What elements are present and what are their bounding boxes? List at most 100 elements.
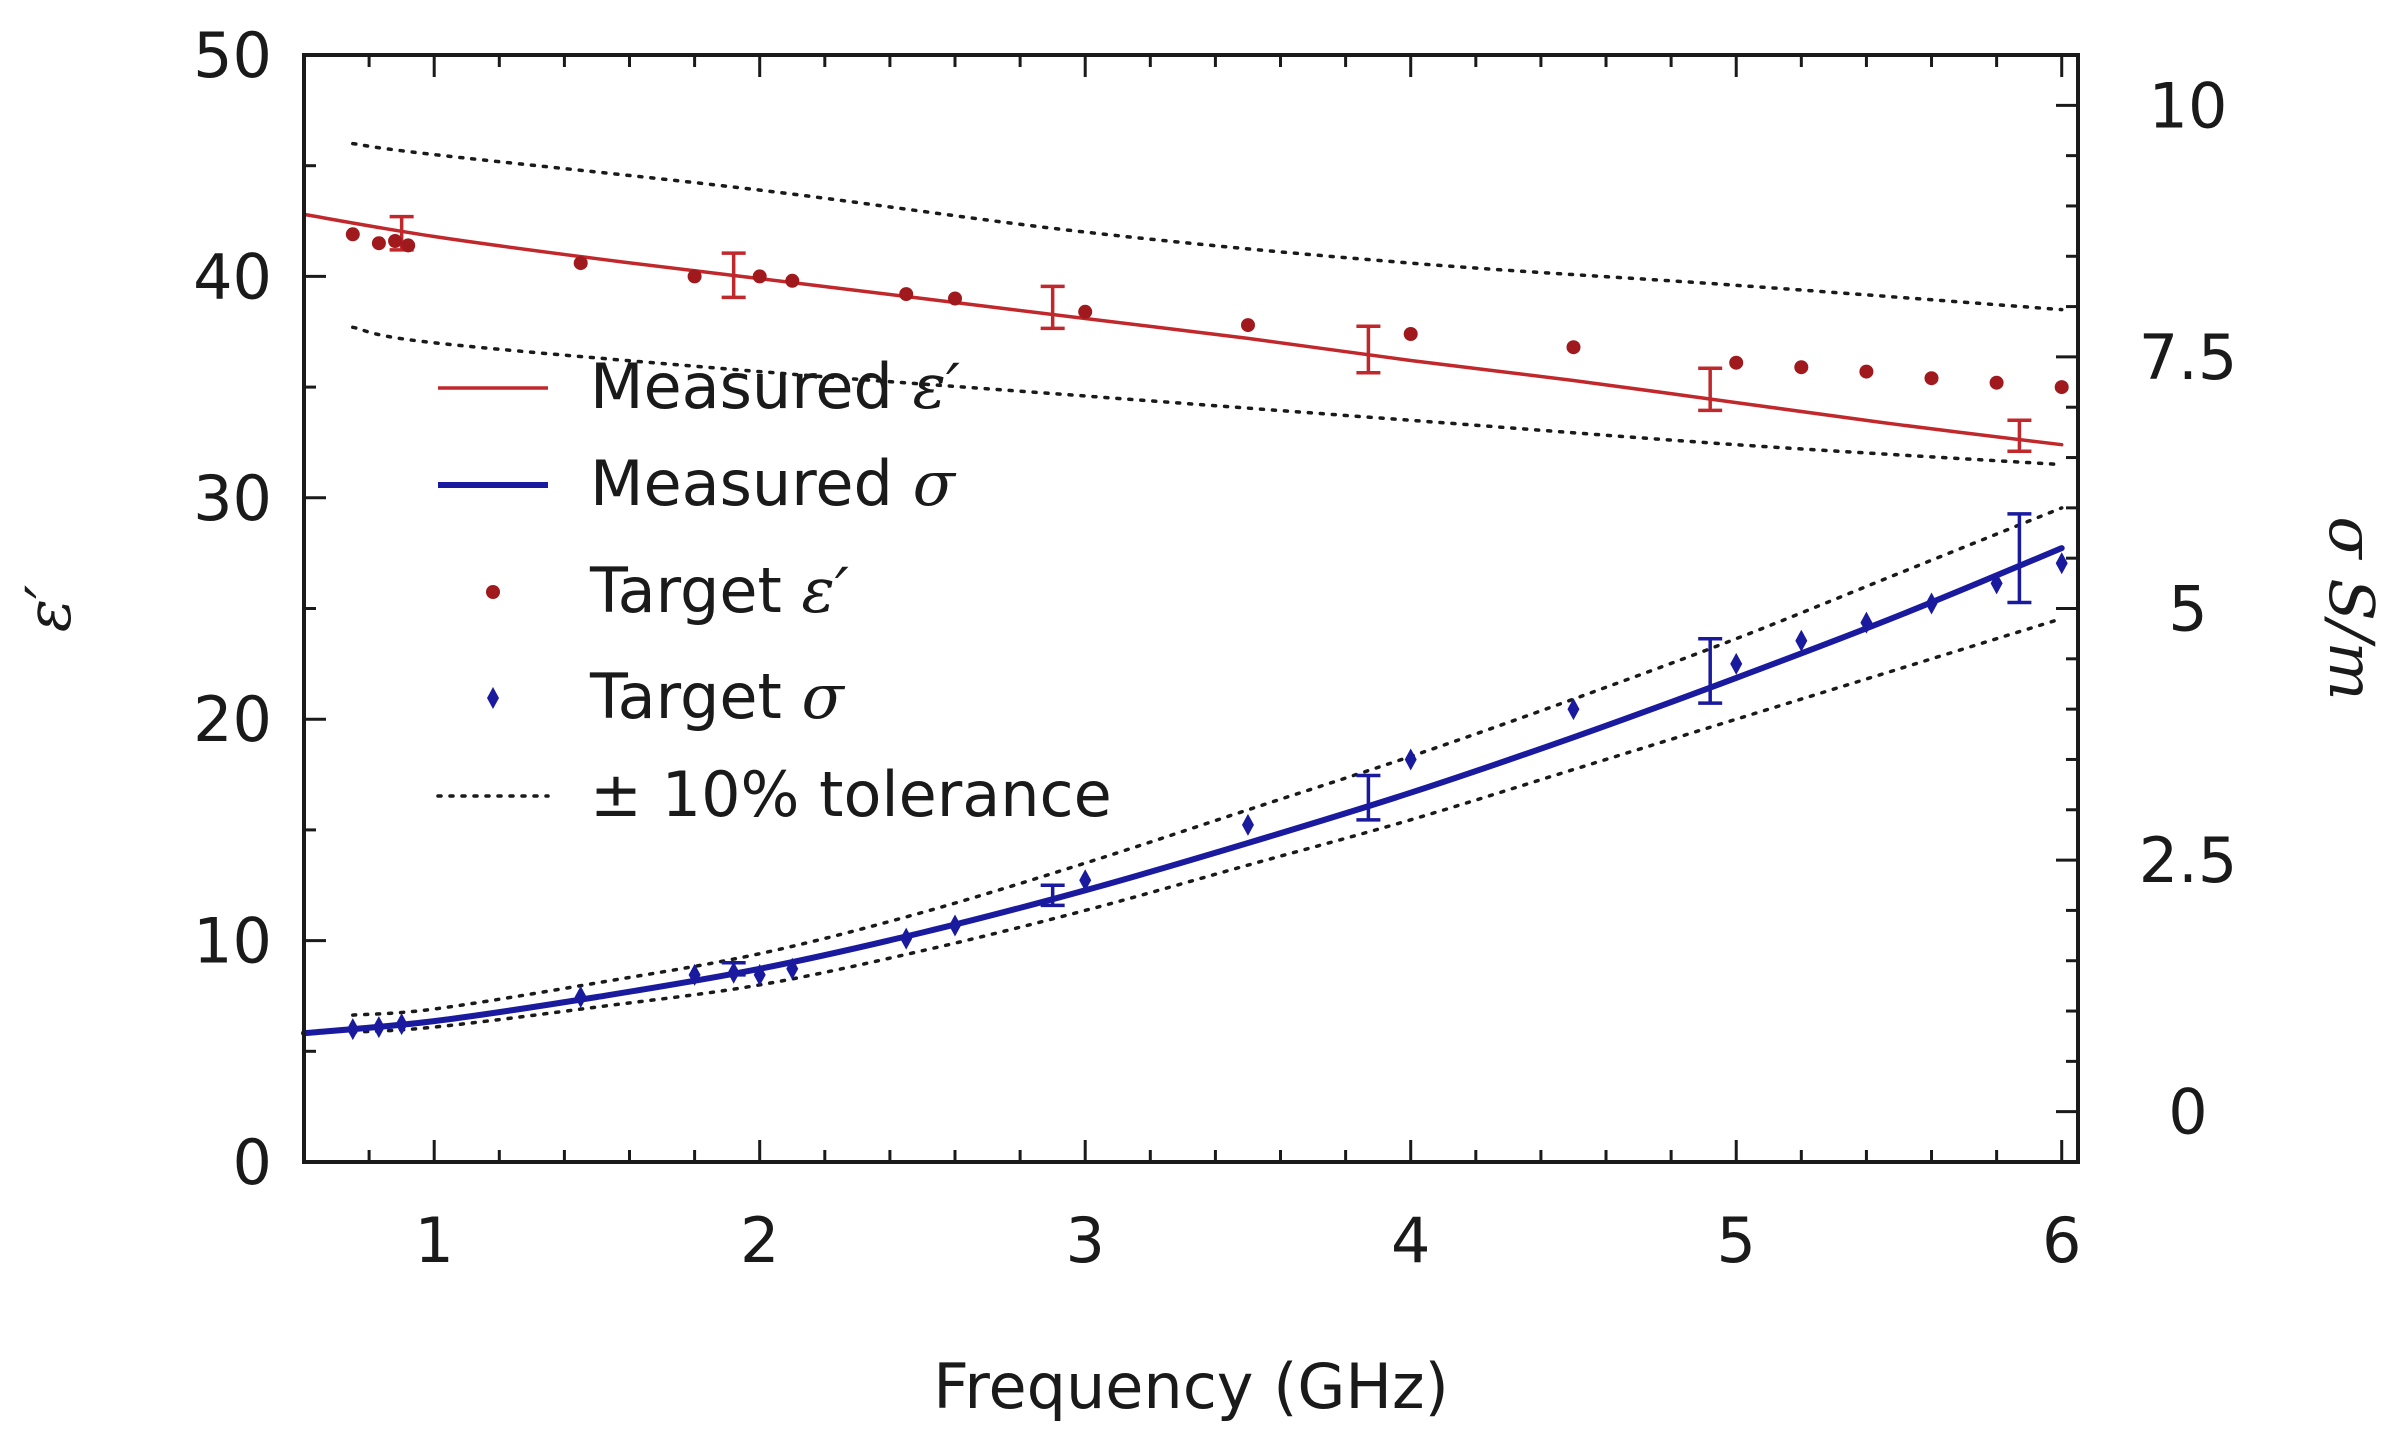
y2-tick-label: 2.5 bbox=[2139, 824, 2238, 897]
x-tick-label: 5 bbox=[1716, 1204, 1755, 1277]
target-sigma-point bbox=[753, 963, 766, 986]
y-axis-title: ε′ bbox=[12, 585, 85, 632]
target-sigma-point bbox=[1567, 698, 1580, 721]
legend-label: Measured σ bbox=[590, 447, 957, 520]
x-axis-title: Frequency (GHz) bbox=[933, 1350, 1449, 1423]
y-tick-label: 10 bbox=[193, 905, 272, 978]
target-epsilon-point bbox=[371, 236, 386, 251]
legend-diamond-swatch bbox=[487, 687, 499, 709]
target-sigma-point bbox=[1079, 869, 1092, 892]
target-epsilon-point bbox=[388, 234, 403, 248]
legend-item: Measured σ bbox=[438, 447, 957, 520]
epsilon-upper-line bbox=[351, 141, 2064, 312]
target-sigma-point bbox=[949, 914, 962, 937]
legend-label-symbol: ε′ bbox=[802, 554, 849, 627]
epsilon-lower-line bbox=[351, 325, 2064, 467]
sigma-upper-line bbox=[351, 506, 2064, 1017]
target-sigma-point bbox=[1990, 572, 2003, 595]
legend-label-symbol: σ bbox=[913, 447, 957, 520]
series-lines bbox=[301, 212, 2065, 1037]
target-markers bbox=[345, 227, 2069, 1041]
target-sigma-point bbox=[900, 927, 913, 950]
target-epsilon-point bbox=[1241, 318, 1255, 333]
measured-sigma-line bbox=[301, 545, 2065, 1037]
legend-item: Measured ε′ bbox=[438, 350, 960, 423]
measured-epsilon-error-bar bbox=[1356, 324, 1381, 375]
target-sigma-point bbox=[1795, 629, 1808, 652]
legend-item: ± 10% tolerance bbox=[436, 758, 1112, 831]
legend-label-text: Measured bbox=[590, 447, 913, 520]
y-tick-label: 40 bbox=[193, 240, 272, 313]
legend-label: Target σ bbox=[589, 660, 846, 733]
tick-labels: 1 2 3 4 5 6 0 10 20 30 40 50 0 2.5 5 7.5 10 bbox=[193, 19, 2237, 1277]
target-epsilon-point bbox=[1403, 327, 1418, 341]
target-sigma-point bbox=[346, 1018, 359, 1041]
legend-label-text: ± 10% tolerance bbox=[590, 758, 1112, 831]
target-epsilon-point bbox=[948, 291, 962, 306]
sigma-lower-line bbox=[351, 616, 2064, 1034]
target-epsilon-point bbox=[1859, 364, 1874, 379]
target-epsilon-point bbox=[401, 238, 416, 253]
target-sigma-point bbox=[786, 957, 799, 980]
measured-sigma-error-bar bbox=[1356, 773, 1381, 822]
target-epsilon-point bbox=[1078, 304, 1093, 319]
measured-sigma-error-bar bbox=[1040, 883, 1065, 908]
y-tick-label: 0 bbox=[233, 1126, 272, 1199]
legend-label-symbol: ε′ bbox=[913, 350, 960, 423]
target-epsilon-point bbox=[1924, 371, 1939, 386]
measured-epsilon-error-bar bbox=[2007, 418, 2032, 454]
y2-tick-label: 5 bbox=[2168, 573, 2207, 646]
target-epsilon-point bbox=[1794, 360, 1809, 375]
x-tick-label: 4 bbox=[1391, 1204, 1430, 1277]
target-epsilon-point bbox=[785, 273, 800, 288]
target-epsilon-point bbox=[1729, 355, 1744, 370]
legend-item: Target σ bbox=[487, 660, 846, 733]
tolerance-lines bbox=[351, 141, 2064, 1034]
measured-epsilon-line bbox=[302, 212, 2064, 447]
y-tick-label: 30 bbox=[193, 462, 272, 535]
y2-axis-title: σ S/m bbox=[2315, 516, 2388, 700]
measured-sigma-error-bar bbox=[2007, 512, 2032, 605]
legend-label-text: Measured bbox=[590, 350, 913, 423]
target-epsilon-point bbox=[899, 287, 914, 302]
error-bars bbox=[389, 214, 2032, 977]
target-sigma-point bbox=[1730, 652, 1743, 675]
y2-tick-label: 7.5 bbox=[2139, 321, 2238, 394]
target-sigma-point bbox=[727, 961, 740, 984]
measured-sigma-error-bar bbox=[1698, 636, 1723, 705]
target-sigma-point bbox=[1925, 592, 1938, 615]
target-epsilon-point bbox=[752, 269, 767, 284]
target-epsilon-point bbox=[573, 256, 588, 271]
x-tick-label: 6 bbox=[2042, 1204, 2081, 1277]
target-sigma-point bbox=[688, 963, 701, 986]
legend-label: Measured ε′ bbox=[590, 350, 960, 423]
target-sigma-point bbox=[2055, 552, 2068, 575]
plot-frame bbox=[302, 53, 2080, 1164]
legend-label: ± 10% tolerance bbox=[590, 758, 1112, 831]
x-tick-label: 2 bbox=[740, 1204, 779, 1277]
measured-epsilon-error-bar bbox=[1698, 366, 1723, 413]
measured-epsilon-error-bar bbox=[721, 251, 746, 300]
legend-label-symbol: σ bbox=[802, 660, 846, 733]
legend-label: Target ε′ bbox=[589, 554, 849, 627]
legend-label-text: Target bbox=[589, 554, 802, 627]
target-epsilon-point bbox=[687, 269, 702, 284]
target-sigma-point bbox=[372, 1016, 385, 1039]
target-sigma-point bbox=[1241, 813, 1254, 836]
target-epsilon-point bbox=[345, 227, 360, 242]
target-epsilon-point bbox=[2054, 380, 2069, 395]
measured-epsilon-error-bar bbox=[1040, 284, 1065, 331]
x-tick-label: 1 bbox=[414, 1204, 453, 1277]
y2-tick-label: 10 bbox=[2149, 69, 2228, 142]
y2-tick-label: 0 bbox=[2168, 1076, 2207, 1149]
target-sigma-point bbox=[574, 985, 587, 1008]
target-sigma-point bbox=[1860, 611, 1873, 634]
legend-item: Target ε′ bbox=[486, 554, 849, 627]
legend-label-text: Target bbox=[589, 660, 802, 733]
y-tick-label: 50 bbox=[193, 19, 272, 92]
target-epsilon-point bbox=[1566, 340, 1581, 355]
target-sigma-point bbox=[395, 1013, 408, 1036]
axis-ticks bbox=[302, 53, 2078, 1164]
